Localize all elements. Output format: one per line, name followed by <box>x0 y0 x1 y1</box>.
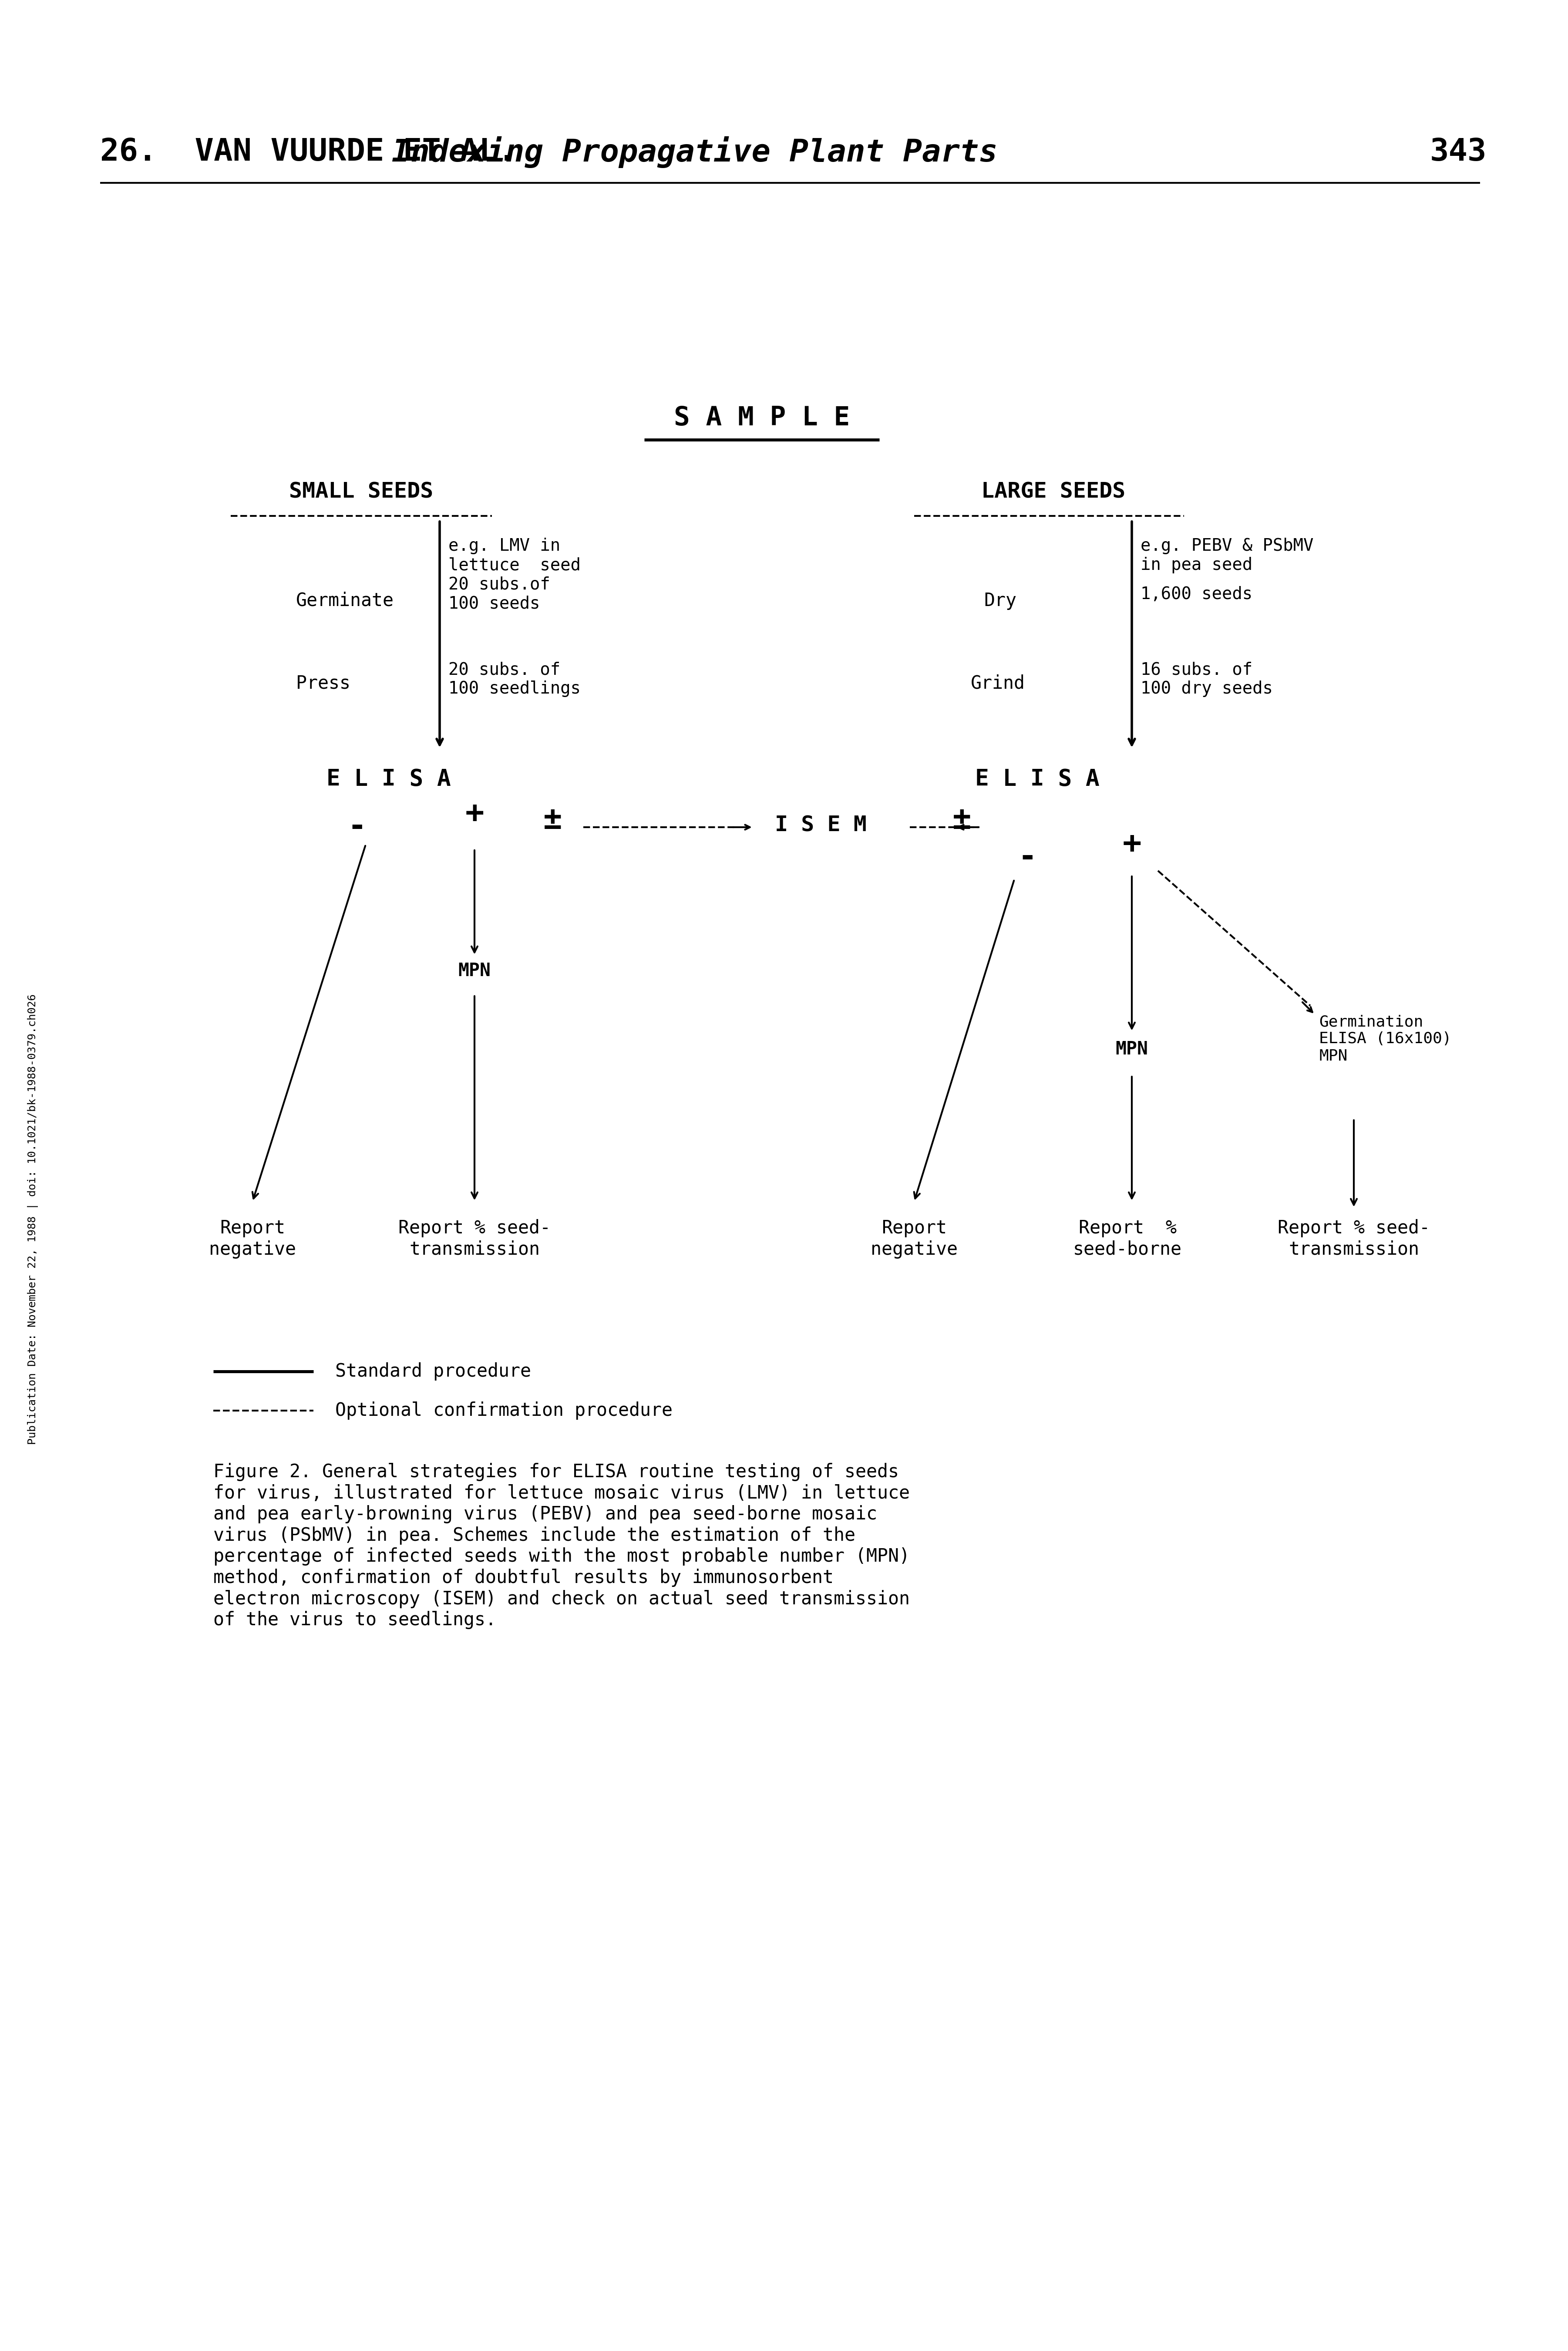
Text: Report % seed-
transmission: Report % seed- transmission <box>398 1220 550 1258</box>
Text: E L I S A: E L I S A <box>326 769 452 790</box>
Text: MPN: MPN <box>1115 1039 1148 1058</box>
Text: Report
negative: Report negative <box>209 1220 296 1258</box>
Text: Publication Date: November 22, 1988 | doi: 10.1021/bk-1988-0379.ch026: Publication Date: November 22, 1988 | do… <box>27 994 38 1444</box>
Text: ±: ± <box>953 806 972 835</box>
Text: S A M P L E: S A M P L E <box>674 404 850 430</box>
Text: Press: Press <box>296 675 350 694</box>
Text: SMALL SEEDS: SMALL SEEDS <box>289 482 433 503</box>
Text: e.g. LMV in
lettuce  seed: e.g. LMV in lettuce seed <box>448 538 580 574</box>
Text: 20 subs.of
100 seeds: 20 subs.of 100 seeds <box>448 576 550 611</box>
Text: Report
negative: Report negative <box>870 1220 958 1258</box>
Text: Germination
ELISA (16x100)
MPN: Germination ELISA (16x100) MPN <box>1319 1013 1452 1063</box>
Text: 20 subs. of
100 seedlings: 20 subs. of 100 seedlings <box>448 661 580 696</box>
Text: e.g. PEBV & PSbMV
in pea seed: e.g. PEBV & PSbMV in pea seed <box>1140 538 1314 574</box>
Text: +: + <box>1123 830 1142 860</box>
Text: Report % seed-
transmission: Report % seed- transmission <box>1278 1220 1430 1258</box>
Text: -: - <box>348 811 367 842</box>
Text: 16 subs. of
100 dry seeds: 16 subs. of 100 dry seeds <box>1140 661 1273 696</box>
Text: Indexing Propagative Plant Parts: Indexing Propagative Plant Parts <box>392 136 997 169</box>
Text: Germinate: Germinate <box>296 592 394 609</box>
Text: Report  %
seed-borne: Report % seed-borne <box>1073 1220 1182 1258</box>
Text: ±: ± <box>544 806 563 835</box>
Text: 1,600 seeds: 1,600 seeds <box>1140 585 1253 602</box>
Text: 343: 343 <box>1430 136 1486 167</box>
Text: MPN: MPN <box>458 962 491 980</box>
Text: Grind: Grind <box>971 675 1025 694</box>
Text: I S E M: I S E M <box>775 813 867 835</box>
Text: Optional confirmation procedure: Optional confirmation procedure <box>336 1401 673 1420</box>
Text: Figure 2. General strategies for ELISA routine testing of seeds
for virus, illus: Figure 2. General strategies for ELISA r… <box>213 1462 909 1629</box>
Text: E L I S A: E L I S A <box>975 769 1099 790</box>
Text: 26.  VAN VUURDE ET AL.: 26. VAN VUURDE ET AL. <box>100 136 517 167</box>
Text: LARGE SEEDS: LARGE SEEDS <box>982 482 1126 503</box>
Text: Dry: Dry <box>983 592 1016 609</box>
Text: +: + <box>466 799 485 830</box>
Text: -: - <box>1018 842 1036 872</box>
Text: Standard procedure: Standard procedure <box>336 1361 532 1380</box>
